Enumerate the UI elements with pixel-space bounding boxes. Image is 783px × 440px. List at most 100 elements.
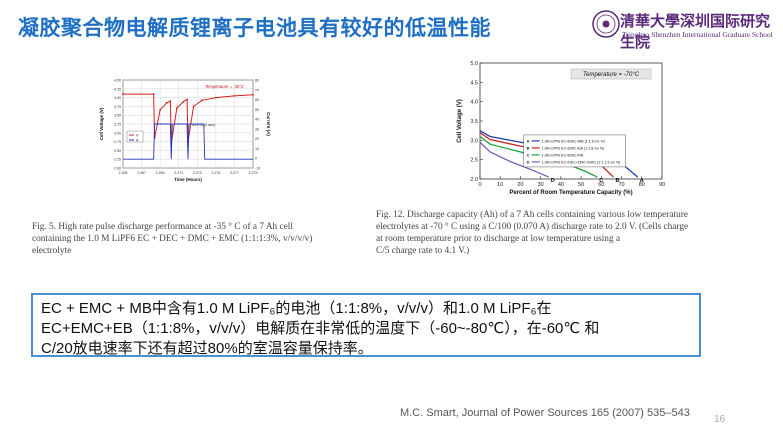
reference-citation: M.C. Smart, Journal of Power Sources 165… [400, 407, 690, 419]
x-tick-label: 80 [639, 182, 645, 188]
series-end-label: D [551, 178, 555, 184]
y2-tick-label: 10 [255, 147, 259, 151]
data-point [159, 109, 162, 111]
legend-box [523, 134, 626, 168]
series-end-label: A [640, 178, 644, 184]
summary-line: EC+EMC+EB（1:1:8%，v/v/v）电解质在非常低的温度下（-60~-… [41, 320, 600, 337]
fig12-caption: Fig. 12. Discharge capacity (Ah) of a 7 … [376, 209, 756, 257]
x-tick-label: 2.277 [230, 171, 239, 175]
y-tick-label: 5.0 [470, 61, 478, 67]
fig12-caption-line: at room temperature prior to discharge a… [376, 234, 621, 244]
legend-label: 1.0M LiPF6 EC+DEC+DMC+EMC (1:1:1:3 v/v %… [542, 160, 621, 164]
y-tick-label: 2.25 [114, 158, 121, 162]
y2-tick-label: 0 [255, 157, 257, 161]
y-tick-label: 4.00 [114, 96, 121, 100]
y-tick-label: 2.00 [114, 167, 121, 171]
data-point [152, 93, 155, 95]
series-end-label: B [615, 178, 619, 184]
x-tick-label: 20 [517, 182, 523, 188]
y-tick-label: 3.75 [114, 105, 121, 109]
legend-box [126, 130, 144, 143]
x-tick-label: 2.279 [249, 171, 258, 175]
data-point [182, 100, 185, 103]
data-point [169, 100, 172, 103]
fig12-caption-line: C/5 charge rate to 4.1 V.) [376, 246, 470, 256]
y2-tick-label: 20 [255, 137, 259, 141]
data-point [192, 105, 195, 108]
legend-label: 1.0M LiPF6 EC+EMC+PB [542, 153, 584, 157]
fig12-caption-line: Fig. 12. Discharge capacity (Ah) of a 7 … [376, 210, 688, 220]
y2-tick-label: 60 [255, 98, 259, 102]
slide-title: 凝胶聚合物电解质锂离子电池具有较好的低温性能 [18, 17, 491, 40]
x-tick-label: 2.265 [119, 171, 128, 175]
fig5-caption-line: Fig. 5. High rate pulse discharge perfor… [32, 222, 293, 232]
y-tick-label: 4.50 [114, 79, 121, 83]
summary-box: EC + EMC + MB中含有1.0 M LiPF₆的电池（1:1:8%，v/… [31, 293, 701, 357]
x-tick-label: 2.275 [211, 171, 220, 175]
data-point [214, 96, 217, 99]
legend-letter: B [527, 146, 530, 150]
legend-label: 1.0M LiPF6 EC+EMC+EB (1:1:8 v/v %) [542, 146, 605, 150]
pulse-discharge-chart: 2.00 2.25 2.50 2.75 3.00 3.25 3.50 3.75 4.00 4.25… [99, 79, 271, 183]
x-tick-label: 60 [598, 182, 604, 188]
logo-name-en: Tsinghua Shenzhen International Graduate… [622, 30, 773, 39]
x-tick-label: 0 [478, 182, 481, 188]
x-tick-label: 30 [538, 182, 544, 188]
y-tick-label: 2.50 [114, 149, 121, 153]
fig12-caption-line: electrolytes at -70 ° C using a C/100 (0… [376, 222, 689, 232]
y2-tick-label: 80 [255, 79, 259, 83]
y-tick-label: 4.25 [114, 87, 121, 91]
data-point [186, 98, 188, 101]
legend-label: 1.0M LiPF6 EC+EMC+MB (1:1:8 v/v %) [542, 139, 605, 143]
legend-letter: D [527, 160, 530, 164]
data-point [165, 101, 168, 104]
chart-title: Temperature = -35°C [205, 84, 245, 89]
series-end-label: C [599, 178, 603, 184]
logo-name-cn: 清華大學深圳国际研究生院 [620, 13, 771, 51]
x-axis-label: Percent of Room Temperature Capacity (%) [509, 190, 632, 196]
y-tick-label: 2.75 [114, 140, 121, 144]
legend-label: V [136, 133, 139, 137]
y2-tick-label: 50 [255, 108, 259, 112]
y-tick-label: 3.25 [114, 123, 121, 127]
x-tick-label: 50 [578, 182, 584, 188]
title-box [570, 68, 652, 80]
data-point [201, 99, 203, 102]
y-tick-label: 3.0 [470, 138, 478, 144]
y-tick-label: 4.5 [470, 80, 478, 86]
x-tick-label: 70 [618, 182, 624, 188]
y-tick-label: 2.0 [470, 177, 478, 183]
data-point [122, 93, 124, 95]
data-point [252, 93, 254, 96]
y-axis-label: Cell Voltage (V) [99, 107, 104, 140]
x-tick-label: 2.267 [137, 171, 146, 175]
series-line-current [123, 123, 253, 160]
fig5-caption-line: electrolyte [32, 246, 72, 256]
university-seal-icon [592, 10, 620, 38]
y2-tick-label: 40 [255, 118, 259, 122]
data-point [233, 94, 236, 97]
y2-tick-label: 70 [255, 88, 259, 92]
y-axis-label: Cell Voltage (V) [457, 99, 463, 143]
y2-tick-label: -10 [255, 167, 260, 171]
x-tick-label: 2.269 [156, 171, 165, 175]
x-tick-label: 2.273 [193, 171, 202, 175]
summary-line: EC + EMC + MB中含有1.0 M LiPF₆的电池（1:1:8%，v/… [41, 300, 552, 317]
chart-title: Temperature = -70°C [583, 72, 640, 78]
legend-letter: A [527, 139, 530, 143]
page-number: 16 [714, 414, 726, 425]
fig5-caption: Fig. 5. High rate pulse discharge perfor… [32, 221, 342, 257]
data-point [175, 107, 178, 110]
x-tick-label: 40 [558, 182, 564, 188]
x-tick-label: 10 [497, 182, 503, 188]
summary-line: C/20放电速率下还有超过80%的室温容量保持率。 [41, 340, 373, 357]
low-temp-discharge-chart: 2.0 2.5 3.0 3.5 4.0 4.5 5.0 0 10 20 30 40 50 60 70 80 90… [457, 61, 665, 196]
fig5-caption-line: containing the 1.0 M LiPF6 EC + DEC + DM… [32, 234, 313, 244]
series-line [479, 141, 550, 178]
y-tick-label: 4.0 [470, 100, 478, 106]
x-tick-label: 90 [659, 182, 665, 188]
y-tick-label: 3.5 [470, 119, 478, 125]
y-tick-label: 2.5 [470, 158, 478, 164]
y2-tick-label: 30 [255, 127, 259, 131]
x-tick-label: 2.271 [174, 171, 183, 175]
